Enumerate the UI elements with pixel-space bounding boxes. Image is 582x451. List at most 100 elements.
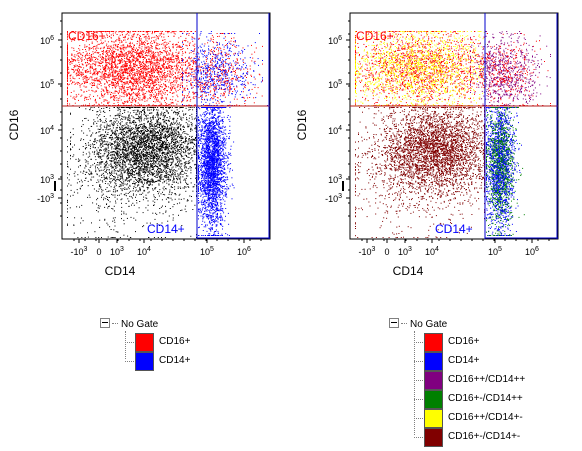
scatter-point [161, 68, 162, 69]
scatter-point [126, 70, 127, 71]
scatter-point [230, 87, 231, 88]
scatter-point [102, 57, 103, 58]
scatter-point [142, 91, 143, 92]
scatter-point [196, 86, 197, 87]
scatter-point [213, 102, 214, 103]
scatter-point [206, 85, 207, 86]
scatter-point [147, 55, 148, 56]
scatter-point [147, 31, 148, 32]
scatter-point [137, 83, 138, 84]
scatter-point [72, 77, 73, 78]
scatter-point [127, 87, 128, 88]
scatter-point [148, 82, 149, 83]
scatter-point [231, 51, 232, 52]
scatter-point [213, 98, 214, 99]
scatter-point [170, 87, 171, 88]
scatter-point [195, 63, 196, 64]
scatter-point [178, 59, 179, 60]
scatter-point [146, 66, 147, 67]
scatter-point [227, 63, 228, 64]
scatter-point [152, 71, 153, 72]
scatter-point [126, 123, 127, 124]
scatter-point [145, 76, 146, 77]
scatter-point [143, 97, 144, 98]
scatter-point [114, 98, 115, 99]
scatter-point [231, 38, 232, 39]
scatter-point [74, 56, 75, 57]
scatter-point [80, 54, 81, 55]
scatter-point [141, 73, 142, 74]
scatter-point [166, 163, 167, 164]
scatter-point [107, 37, 108, 38]
scatter-point [243, 64, 244, 65]
scatter-point [119, 42, 120, 43]
scatter-point [186, 119, 187, 120]
scatter-point [146, 76, 147, 77]
scatter-point [113, 75, 114, 76]
scatter-point [86, 75, 87, 76]
scatter-point [156, 87, 157, 88]
scatter-point [75, 60, 76, 61]
scatter-point [151, 88, 152, 89]
scatter-point [108, 59, 109, 60]
scatter-point [81, 84, 82, 85]
scatter-point [112, 41, 113, 42]
scatter-point [127, 63, 128, 64]
scatter-point [140, 57, 141, 58]
scatter-point [74, 66, 75, 67]
scatter-point [212, 78, 213, 79]
scatter-point [221, 64, 222, 65]
scatter-point [224, 83, 225, 84]
scatter-point [182, 33, 183, 34]
scatter-point [201, 53, 202, 54]
scatter-point [81, 57, 82, 58]
scatter-point [155, 85, 156, 86]
scatter-point [172, 180, 173, 181]
scatter-point [162, 91, 163, 92]
scatter-point [230, 44, 231, 45]
scatter-point [147, 33, 148, 34]
scatter-point [92, 74, 93, 75]
scatter-point [105, 100, 106, 101]
scatter-point [173, 128, 174, 129]
scatter-point [138, 94, 139, 95]
scatter-point [83, 81, 84, 82]
scatter-point [132, 96, 133, 97]
scatter-point [189, 73, 190, 74]
scatter-point [147, 98, 148, 99]
scatter-point [212, 53, 213, 54]
scatter-point [139, 121, 140, 122]
scatter-point [225, 62, 226, 63]
scatter-point [120, 62, 121, 63]
scatter-point [79, 107, 80, 108]
scatter-point [127, 59, 128, 60]
scatter-point [187, 61, 188, 62]
scatter-point [171, 175, 172, 176]
scatter-point [118, 40, 119, 41]
scatter-point [123, 82, 124, 83]
scatter-point [122, 72, 123, 73]
scatter-point [143, 43, 144, 44]
scatter-point [161, 65, 162, 66]
scatter-point [69, 104, 70, 105]
scatter-point [130, 51, 131, 52]
scatter-point [126, 34, 127, 35]
scatter-point [74, 71, 75, 72]
scatter-point [213, 54, 214, 55]
scatter-point [118, 31, 119, 32]
scatter-point [100, 54, 101, 55]
scatter-point [214, 73, 215, 74]
scatter-point [132, 76, 133, 77]
scatter-point [112, 71, 113, 72]
scatter-point [187, 82, 188, 83]
scatter-point [96, 62, 97, 63]
scatter-point [134, 89, 135, 90]
scatter-point [156, 45, 157, 46]
scatter-point [208, 52, 209, 53]
scatter-point [241, 50, 242, 51]
scatter-point [210, 53, 211, 54]
scatter-point [184, 97, 185, 98]
scatter-point [171, 67, 172, 68]
scatter-point [92, 60, 93, 61]
scatter-point [230, 67, 231, 68]
